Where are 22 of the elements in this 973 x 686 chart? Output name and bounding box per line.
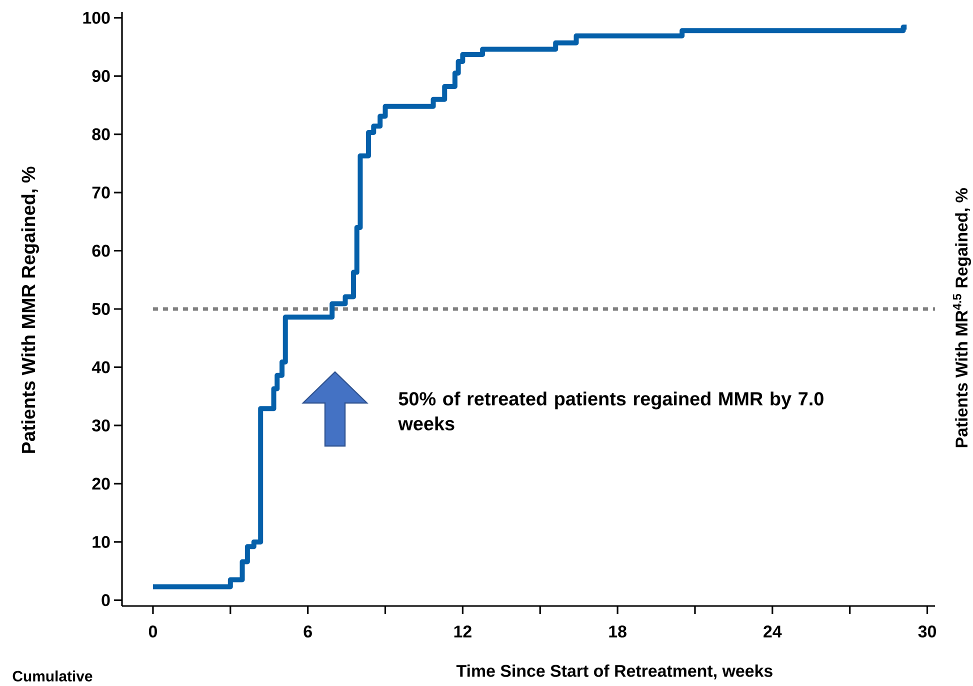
y-axis-title: Patients With MMR Regained, % [21,166,39,453]
annotation: 50% of retreated patients regained MMR by 7.0 weeks [398,392,824,430]
x-tick-label: 0 [148,626,157,638]
y-tick-label: 40 [92,361,110,374]
y-tick-label: 90 [92,70,110,82]
x-tick-label: 24 [764,626,782,638]
y-tick-label: 50 [92,303,110,315]
x-tick-label: 18 [609,626,626,638]
x-axis-title: Time Since Start of Retreatment, weeks [456,664,772,680]
text: Cumulative [12,670,92,682]
y-tick-label: 80 [92,128,110,140]
y-tick-label: 10 [92,536,110,548]
y-tick-label: 60 [92,244,110,257]
text: Patients With MR$^{4.5}$ Regained, % [953,188,972,448]
y-tick-label: 70 [92,186,110,199]
y-tick-label: 20 [92,478,110,490]
y-tick-label: 30 [92,419,110,432]
x-tick-label: 30 [918,626,936,638]
x-tick-label: 12 [454,626,472,638]
y-tick-label: 0 [102,594,110,606]
y-tick-label: 100 [83,12,110,24]
x-tick-label: 6 [304,626,312,638]
